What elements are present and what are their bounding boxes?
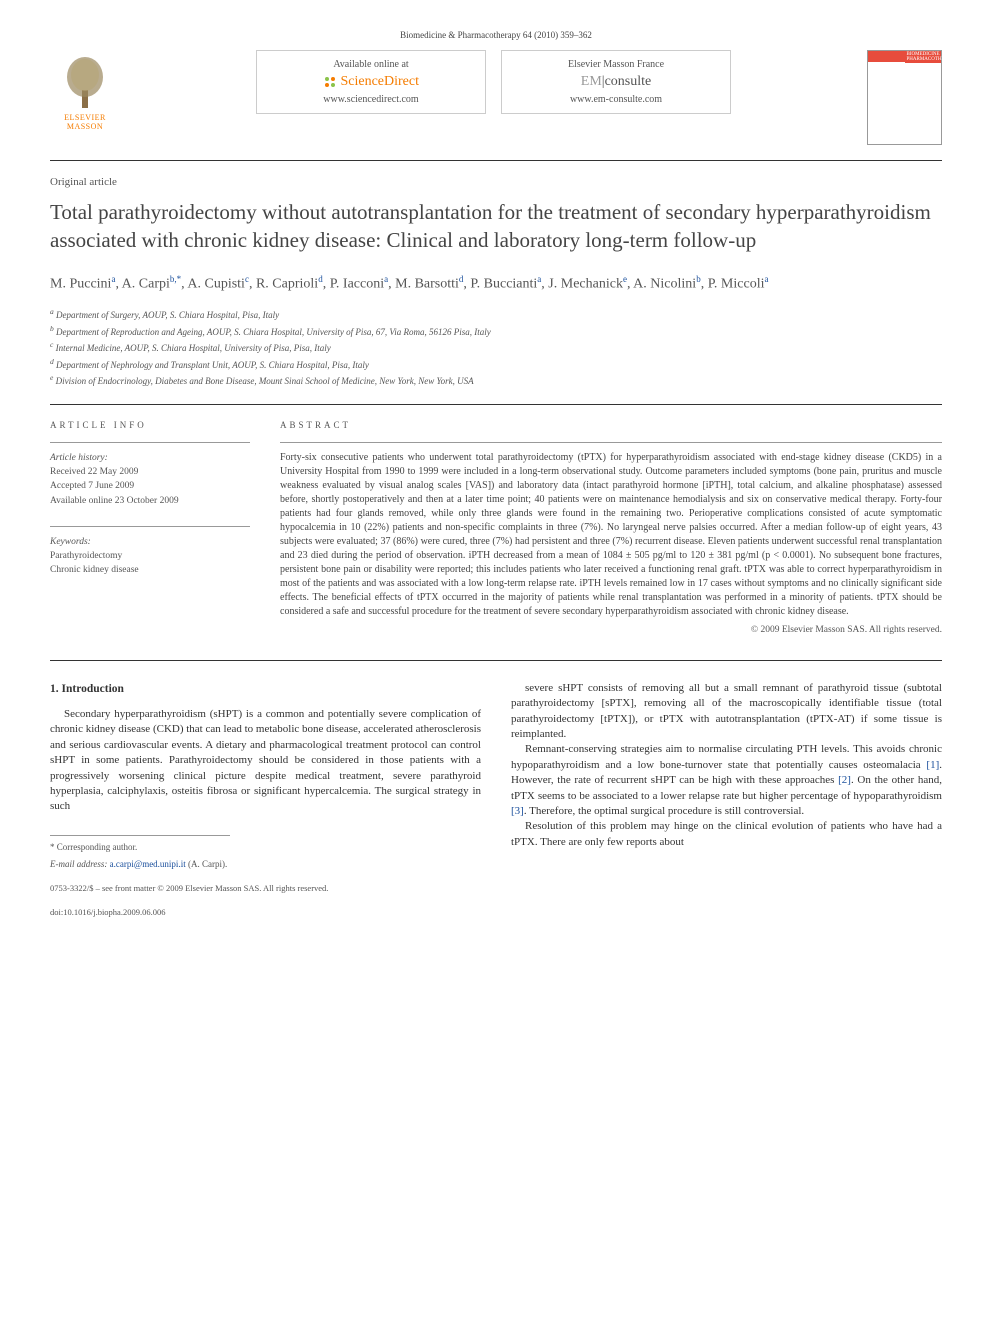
keyword: Chronic kidney disease <box>50 563 250 577</box>
header-row: ELSEVIER MASSON Available online at Scie… <box>50 50 942 145</box>
online-date: Available online 23 October 2009 <box>50 494 250 508</box>
right-column: severe sHPT consists of removing all but… <box>511 681 942 919</box>
affiliation-line: e Division of Endocrinology, Diabetes an… <box>50 372 942 389</box>
article-title: Total parathyroidectomy without autotran… <box>50 198 942 255</box>
affiliations: a Department of Surgery, AOUP, S. Chiara… <box>50 306 942 389</box>
email-label: E-mail address: <box>50 859 107 869</box>
received-date: Received 22 May 2009 <box>50 465 250 479</box>
email-link[interactable]: a.carpi@med.unipi.it <box>110 859 186 869</box>
sd-dots-icon <box>323 75 337 89</box>
copyright-line: © 2009 Elsevier Masson SAS. All rights r… <box>280 625 942 635</box>
body-columns: 1. Introduction Secondary hyperparathyro… <box>50 660 942 919</box>
keywords-title: Keywords: <box>50 535 250 549</box>
availability-boxes: Available online at ScienceDirect www.sc… <box>256 50 731 114</box>
info-label: ARTICLE INFO <box>50 420 250 430</box>
abstract-text: Forty-six consecutive patients who under… <box>280 442 942 619</box>
author-list: M. Puccinia, A. Carpib,*, A. Cupistic, R… <box>50 273 942 295</box>
emconsulte-box: Elsevier Masson France EM|consulte www.e… <box>501 50 731 114</box>
corresponding-author: * Corresponding author. <box>50 841 481 854</box>
publisher-name: ELSEVIER MASSON <box>50 113 120 131</box>
keyword: Parathyroidectomy <box>50 549 250 563</box>
body-paragraph: Resolution of this problem may hinge on … <box>511 819 942 850</box>
doi-line: doi:10.1016/j.biopha.2009.06.006 <box>50 907 481 919</box>
elsevier-tree-icon <box>60 55 110 110</box>
info-abstract-row: ARTICLE INFO Article history: Received 2… <box>50 404 942 635</box>
left-column: 1. Introduction Secondary hyperparathyro… <box>50 681 481 919</box>
abstract-column: ABSTRACT Forty-six consecutive patients … <box>280 420 942 635</box>
abstract-label: ABSTRACT <box>280 420 942 430</box>
journal-reference: Biomedicine & Pharmacotherapy 64 (2010) … <box>50 30 942 40</box>
email-footnote: E-mail address: a.carpi@med.unipi.it (A.… <box>50 858 481 871</box>
affiliation-line: c Internal Medicine, AOUP, S. Chiara Hos… <box>50 339 942 356</box>
affiliation-line: a Department of Surgery, AOUP, S. Chiara… <box>50 306 942 323</box>
journal-cover-thumbnail[interactable]: BIOMEDICINE PHARMACOTHERAPY <box>867 50 942 145</box>
publisher-logo: ELSEVIER MASSON <box>50 50 120 135</box>
body-paragraph: Remnant-conserving strategies aim to nor… <box>511 742 942 819</box>
front-matter-line: 0753-3322/$ – see front matter © 2009 El… <box>50 883 481 895</box>
sciencedirect-url[interactable]: www.sciencedirect.com <box>275 94 467 105</box>
article-history: Article history: Received 22 May 2009 Ac… <box>50 442 250 508</box>
footnote-divider <box>50 835 230 836</box>
section-heading: 1. Introduction <box>50 681 481 697</box>
email-person: (A. Carpi). <box>188 859 227 869</box>
body-paragraph: Secondary hyperparathyroidism (sHPT) is … <box>50 707 481 815</box>
affiliation-line: d Department of Nephrology and Transplan… <box>50 356 942 373</box>
keywords-block: Keywords: Parathyroidectomy Chronic kidn… <box>50 526 250 578</box>
sciencedirect-box: Available online at ScienceDirect www.sc… <box>256 50 486 114</box>
article-info-column: ARTICLE INFO Article history: Received 2… <box>50 420 250 635</box>
article-type: Original article <box>50 176 942 188</box>
header-divider <box>50 160 942 161</box>
accepted-date: Accepted 7 June 2009 <box>50 479 250 493</box>
body-paragraph: severe sHPT consists of removing all but… <box>511 681 942 743</box>
thumbnail-title: BIOMEDICINE PHARMACOTHERAPY <box>905 51 942 63</box>
affiliation-line: b Department of Reproduction and Ageing,… <box>50 323 942 340</box>
history-title: Article history: <box>50 451 250 465</box>
avail-top-text: Available online at <box>275 59 467 70</box>
emconsulte-url[interactable]: www.em-consulte.com <box>520 94 712 105</box>
emconsulte-brand[interactable]: EM|consulte <box>520 74 712 90</box>
sciencedirect-brand[interactable]: ScienceDirect <box>275 74 467 90</box>
avail-top-text: Elsevier Masson France <box>520 59 712 70</box>
